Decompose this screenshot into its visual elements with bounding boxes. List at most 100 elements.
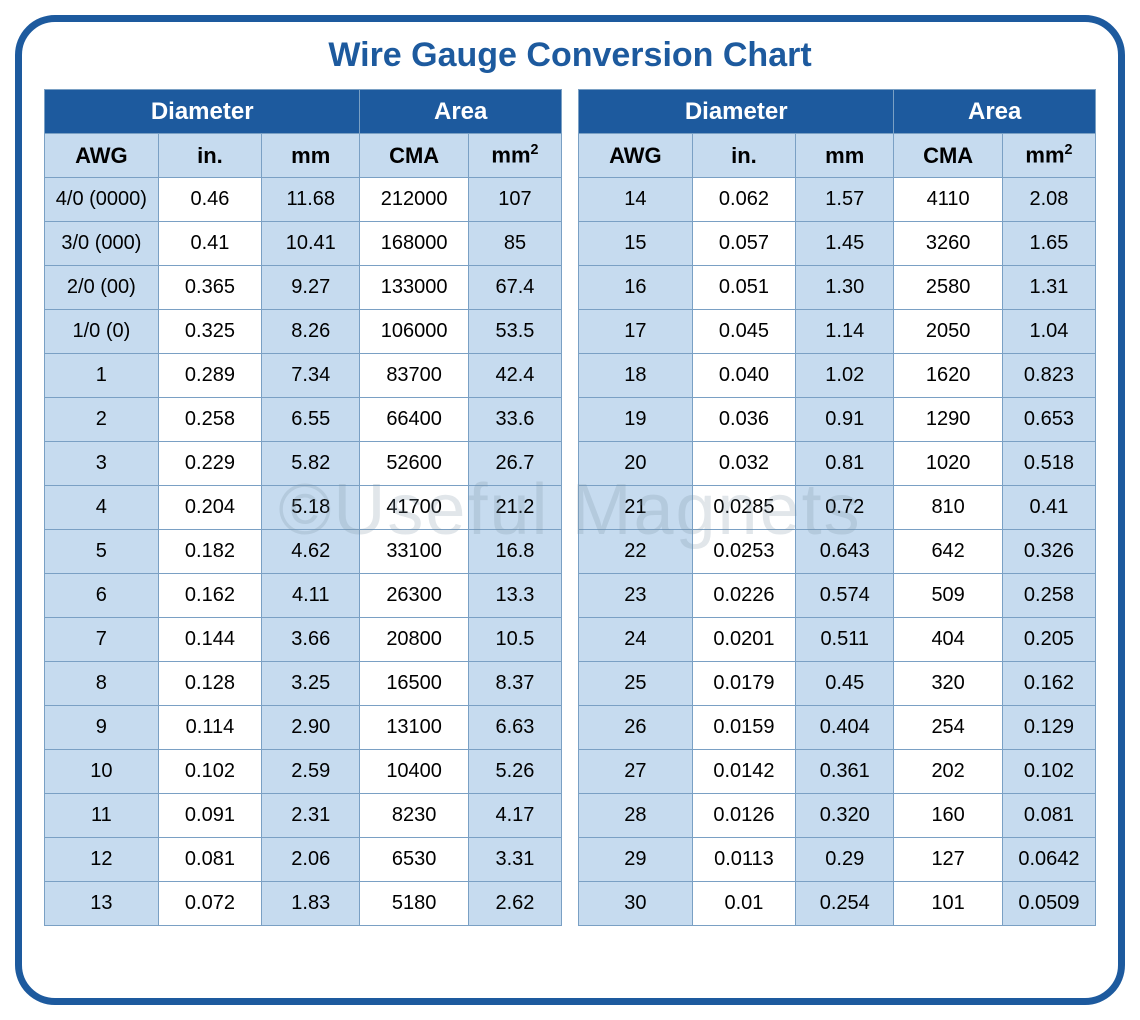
table-row: 110.0912.3182304.17 (45, 794, 562, 838)
table-cell: 133000 (360, 266, 469, 310)
table-cell: 1290 (894, 398, 1003, 442)
column-header: AWG (45, 134, 159, 178)
table-cell: 19 (579, 398, 693, 442)
table-cell: 6 (45, 574, 159, 618)
table-cell: 30 (579, 882, 693, 926)
table-cell: 27 (579, 750, 693, 794)
table-cell: 1.04 (1002, 310, 1095, 354)
table-cell: 2580 (894, 266, 1003, 310)
table-cell: 14 (579, 178, 693, 222)
table-cell: 8.26 (262, 310, 360, 354)
table-cell: 0.0509 (1002, 882, 1095, 926)
table-cell: 2.62 (468, 882, 561, 926)
table-cell: 26.7 (468, 442, 561, 486)
chart-frame: Wire Gauge Conversion Chart DiameterArea… (15, 15, 1125, 1005)
table-cell: 1.45 (796, 222, 894, 266)
table-cell: 1.30 (796, 266, 894, 310)
table-cell: 22 (579, 530, 693, 574)
table-cell: 11 (45, 794, 159, 838)
table-row: 4/0 (0000)0.4611.68212000107 (45, 178, 562, 222)
table-cell: 0.045 (692, 310, 795, 354)
tables-container: DiameterAreaAWGin.mmCMAmm24/0 (0000)0.46… (44, 89, 1096, 926)
table-cell: 2.06 (262, 838, 360, 882)
table-cell: 8230 (360, 794, 469, 838)
table-cell: 10400 (360, 750, 469, 794)
table-row: 1/0 (0)0.3258.2610600053.5 (45, 310, 562, 354)
table-cell: 16500 (360, 662, 469, 706)
table-cell: 6.63 (468, 706, 561, 750)
table-cell: 254 (894, 706, 1003, 750)
table-cell: 1.83 (262, 882, 360, 926)
table-cell: 24 (579, 618, 693, 662)
table-cell: 25 (579, 662, 693, 706)
table-cell: 3.31 (468, 838, 561, 882)
table-cell: 0.289 (158, 354, 261, 398)
column-header: in. (158, 134, 261, 178)
table-cell: 0.0159 (692, 706, 795, 750)
table-row: 2/0 (00)0.3659.2713300067.4 (45, 266, 562, 310)
table-cell: 0.129 (1002, 706, 1095, 750)
table-row: 60.1624.112630013.3 (45, 574, 562, 618)
table-row: 120.0812.0665303.31 (45, 838, 562, 882)
column-group-header: Diameter (45, 90, 360, 134)
wire-gauge-table-right: DiameterAreaAWGin.mmCMAmm2140.0621.57411… (578, 89, 1096, 926)
table-cell: 0.823 (1002, 354, 1095, 398)
table-row: 10.2897.348370042.4 (45, 354, 562, 398)
table-cell: 5 (45, 530, 159, 574)
table-cell: 1.57 (796, 178, 894, 222)
table-cell: 0.0201 (692, 618, 795, 662)
table-cell: 2.31 (262, 794, 360, 838)
column-header: mm (796, 134, 894, 178)
table-row: 140.0621.5741102.08 (579, 178, 1096, 222)
table-cell: 0.0179 (692, 662, 795, 706)
table-row: 260.01590.4042540.129 (579, 706, 1096, 750)
table-cell: 0.0253 (692, 530, 795, 574)
table-cell: 20800 (360, 618, 469, 662)
column-group-header: Area (894, 90, 1096, 134)
table-row: 20.2586.556640033.6 (45, 398, 562, 442)
table-cell: 7.34 (262, 354, 360, 398)
table-cell: 5180 (360, 882, 469, 926)
table-cell: 4.17 (468, 794, 561, 838)
table-cell: 106000 (360, 310, 469, 354)
table-row: 50.1824.623310016.8 (45, 530, 562, 574)
table-cell: 11.68 (262, 178, 360, 222)
table-cell: 202 (894, 750, 1003, 794)
table-cell: 6.55 (262, 398, 360, 442)
table-cell: 642 (894, 530, 1003, 574)
table-cell: 168000 (360, 222, 469, 266)
table-cell: 4/0 (0000) (45, 178, 159, 222)
table-cell: 12 (45, 838, 159, 882)
table-cell: 13 (45, 882, 159, 926)
table-cell: 8 (45, 662, 159, 706)
column-group-header: Area (360, 90, 562, 134)
table-row: 150.0571.4532601.65 (579, 222, 1096, 266)
table-cell: 127 (894, 838, 1003, 882)
table-cell: 0.229 (158, 442, 261, 486)
table-cell: 2.08 (1002, 178, 1095, 222)
table-row: 200.0320.8110200.518 (579, 442, 1096, 486)
table-cell: 3260 (894, 222, 1003, 266)
table-cell: 0.29 (796, 838, 894, 882)
table-cell: 20 (579, 442, 693, 486)
table-cell: 0.46 (158, 178, 261, 222)
table-cell: 2/0 (00) (45, 266, 159, 310)
table-cell: 0.643 (796, 530, 894, 574)
table-cell: 16.8 (468, 530, 561, 574)
table-cell: 0.258 (158, 398, 261, 442)
table-cell: 0.41 (158, 222, 261, 266)
table-cell: 1/0 (0) (45, 310, 159, 354)
table-cell: 23 (579, 574, 693, 618)
column-header: AWG (579, 134, 693, 178)
table-cell: 509 (894, 574, 1003, 618)
table-cell: 1.65 (1002, 222, 1095, 266)
table-cell: 4110 (894, 178, 1003, 222)
table-cell: 0.91 (796, 398, 894, 442)
table-cell: 10.5 (468, 618, 561, 662)
column-header: CMA (360, 134, 469, 178)
table-cell: 0.0126 (692, 794, 795, 838)
table-cell: 10.41 (262, 222, 360, 266)
table-cell: 212000 (360, 178, 469, 222)
table-cell: 0.204 (158, 486, 261, 530)
table-row: 240.02010.5114040.205 (579, 618, 1096, 662)
